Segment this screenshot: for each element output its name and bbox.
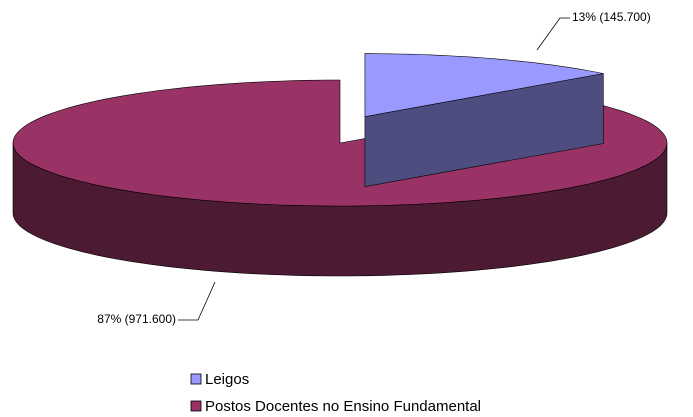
legend-label: Leigos (205, 371, 249, 388)
slice (364, 53, 604, 117)
data-label: 13% (145.700) (572, 10, 651, 24)
legend-swatch (190, 400, 202, 412)
legend-label: Postos Docentes no Ensino Fundamental (205, 398, 481, 415)
leader-line (178, 281, 216, 321)
data-label: 87% (971.600) (97, 312, 176, 326)
leader-line (536, 17, 570, 51)
legend-swatch (190, 373, 202, 385)
slice (12, 79, 668, 207)
